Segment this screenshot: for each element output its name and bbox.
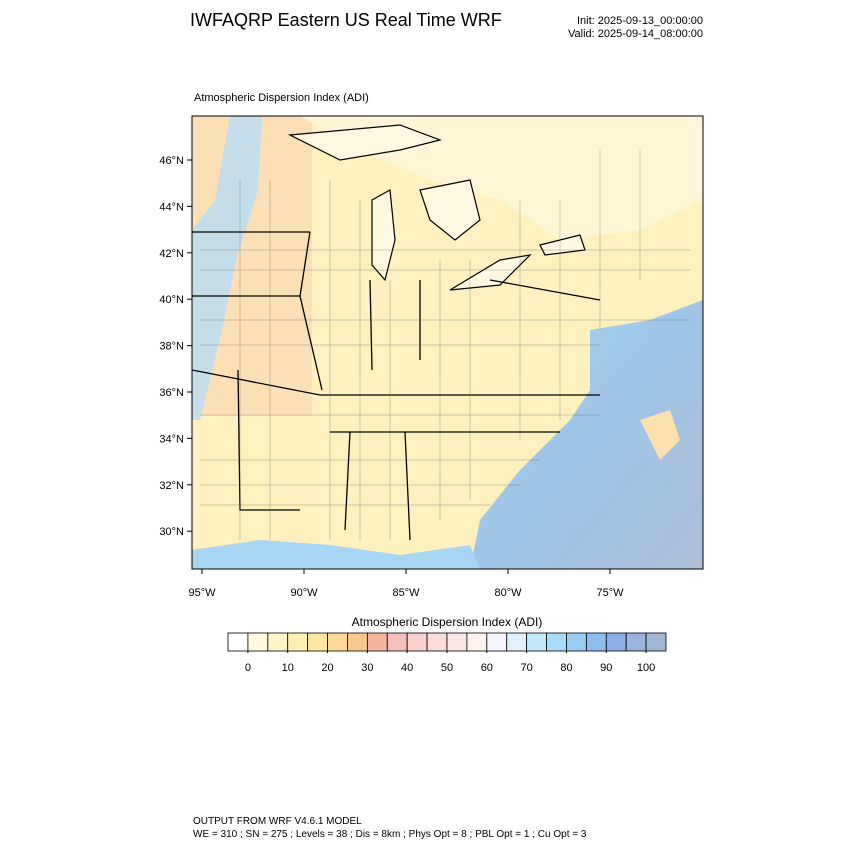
colorbar-box: [287, 632, 309, 652]
lat-tick-label: 42°N: [159, 248, 184, 260]
lon-tick-label: 90°W: [290, 587, 318, 599]
colorbar-box: [466, 632, 488, 652]
lake-michigan: [371, 189, 396, 282]
colorbar-tick-label: 60: [481, 662, 493, 674]
colorbar-box: [605, 632, 627, 652]
colorbar-box: [247, 632, 269, 652]
colorbar-box: [585, 632, 607, 652]
colorbar-box: [267, 632, 289, 652]
map-label: Atmospheric Dispersion Index (ADI): [194, 92, 369, 104]
gulf: [192, 540, 480, 569]
colorbar-box: [327, 632, 348, 652]
colorbar-box: [506, 632, 528, 652]
colorbar-box: [486, 632, 508, 652]
lat-tick-label: 40°N: [159, 294, 184, 306]
colorbar-title: Atmospheric Dispersion Index (ADI): [352, 615, 543, 629]
colorbar-box: [386, 632, 408, 652]
colorbar-box: [625, 632, 647, 652]
ocean-warm: [640, 410, 680, 460]
lat-tick-label: 44°N: [159, 201, 184, 213]
colorbar-box: [227, 632, 249, 652]
lat-tick-label: 34°N: [159, 433, 184, 445]
colorbar-tick-label: 10: [282, 662, 294, 674]
footer-line: OUTPUT FROM WRF V4.6.1 MODEL: [193, 816, 362, 827]
county-lines: [200, 150, 690, 540]
colorbar-tick-label: 0: [245, 662, 251, 674]
title: IWFAQRP Eastern US Real Time WRF: [190, 10, 502, 30]
lat-tick-label: 46°N: [159, 155, 184, 167]
ocean: [470, 300, 703, 569]
colorbar-box: [526, 632, 547, 652]
lat-tick-label: 36°N: [159, 387, 184, 399]
lake-huron: [419, 179, 481, 241]
lat-tick-label: 38°N: [159, 341, 184, 353]
colorbar-tick-label: 90: [600, 662, 612, 674]
map-field: [192, 116, 703, 569]
lon-tick-label: 80°W: [494, 587, 522, 599]
lon-tick-label: 75°W: [596, 587, 624, 599]
colorbar-box: [446, 632, 468, 652]
colorbar-tick-label: 70: [521, 662, 533, 674]
lon-tick-label: 85°W: [392, 587, 420, 599]
init-time: Init: 2025-09-13_00:00:00: [577, 15, 703, 27]
map-frame: [191, 115, 704, 570]
footer-line: WE = 310 ; SN = 275 ; Levels = 38 ; Dis …: [193, 829, 587, 840]
colorbar-tick-label: 30: [361, 662, 373, 674]
colorbar-box: [347, 632, 368, 652]
colorbar-box: [426, 632, 448, 652]
colorbar-box: [566, 632, 587, 652]
lat-tick-label: 30°N: [159, 526, 184, 538]
colorbar-box: [546, 632, 567, 652]
lon-tick-label: 95°W: [188, 587, 216, 599]
lake-superior: [287, 124, 443, 161]
valid-time: Valid: 2025-09-14_08:00:00: [568, 28, 703, 40]
colorbar-tick-label: 100: [637, 662, 655, 674]
colorbar-box: [366, 632, 388, 652]
colorbar-box: [645, 632, 667, 652]
colorbar: 0 10 20 30 40 50 60 70 80 90 100: [227, 632, 667, 674]
colorbar-box: [406, 632, 428, 652]
colorbar-box: [307, 632, 328, 652]
colorbar-tick-label: 40: [401, 662, 413, 674]
colorbar-tick-label: 50: [441, 662, 453, 674]
colorbar-tick-label: 20: [321, 662, 333, 674]
colorbar-tick-label: 80: [560, 662, 572, 674]
blue-strip: [192, 116, 262, 420]
lat-tick-label: 32°N: [159, 480, 184, 492]
